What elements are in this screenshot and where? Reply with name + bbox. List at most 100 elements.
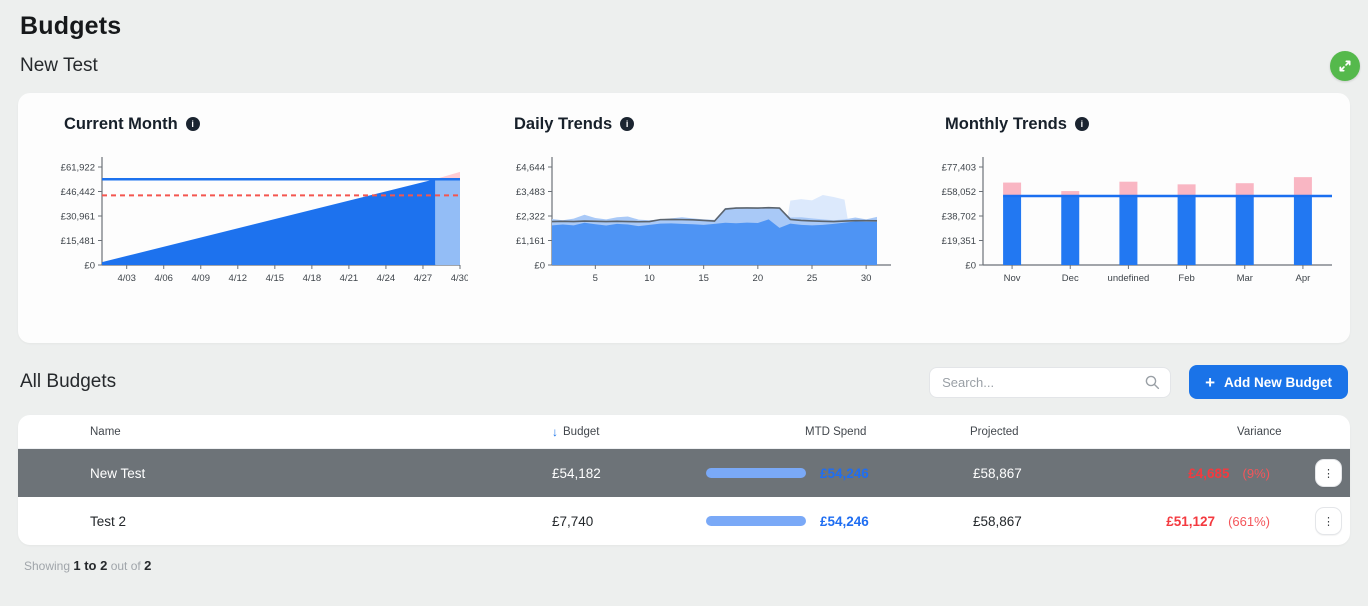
daily-trends-title: Daily Trends [514,114,613,133]
monthly-trends-title: Monthly Trends [945,114,1067,133]
projected-value: £58,867 [973,513,1022,529]
svg-text:£3,483: £3,483 [516,187,545,198]
all-budgets-header: All Budgets + Add New Budget [20,365,1348,399]
footer-total: 2 [144,558,152,573]
search-input[interactable] [929,366,1172,398]
chart-current-month: Current Month i £61,922 £46,442 £30,961 £15… [44,109,468,343]
svg-text:£0: £0 [965,261,976,272]
svg-text:4/12: 4/12 [229,273,248,284]
info-icon[interactable]: i [185,117,200,131]
variance-cell: £4,685 (9%) [1118,466,1276,481]
section-title: New Test [20,55,98,76]
mtd-progress-bar [706,516,806,526]
col-header-variance[interactable]: Variance [1237,425,1282,438]
table-header-row: Name ↓ Budget MTD Spend Projected Varian… [18,415,1350,449]
svg-text:10: 10 [644,273,655,284]
sort-descending-icon: ↓ [552,424,558,439]
svg-text:30: 30 [861,273,872,284]
svg-text:£0: £0 [534,261,545,272]
kebab-icon: ⋮ [1323,515,1334,528]
chart-daily-trends: Daily Trends i £4,644 £3,483 £2,322 £1,161 £… [494,109,899,343]
svg-text:£38,702: £38,702 [942,211,976,222]
mtd-spend-cell: £54,246 [638,466,898,481]
svg-text:4/21: 4/21 [340,273,359,284]
col-header-name[interactable]: Name [90,425,121,438]
svg-text:£19,351: £19,351 [942,236,976,247]
kebab-icon: ⋮ [1323,467,1334,480]
col-header-mtd-spend[interactable]: MTD Spend [805,425,867,438]
svg-text:4/24: 4/24 [377,273,396,284]
variance-percent: (9%) [1242,465,1270,481]
svg-text:20: 20 [753,273,764,284]
table-row[interactable]: New Test £54,182 £54,246 £58,867 £4,685 … [18,449,1350,497]
svg-text:£46,442: £46,442 [61,187,95,198]
svg-text:£15,481: £15,481 [61,236,95,247]
table-row[interactable]: Test 2 £7,740 £54,246 £58,867 £51,127 (6… [18,497,1350,545]
section-header: New Test [20,51,1360,81]
svg-text:£0: £0 [84,261,95,272]
current-month-plot: £61,922 £46,442 £30,961 £15,481 £0 4/03 4/06 4/… [61,157,468,284]
search-box [929,366,1172,398]
col-header-budget-label: Budget [563,425,600,438]
svg-text:4/03: 4/03 [117,273,136,284]
svg-text:4/06: 4/06 [154,273,173,284]
actions-cell: ⋮ [1276,507,1350,535]
svg-text:undefined: undefined [1108,273,1150,284]
all-budgets-title: All Budgets [20,371,117,392]
svg-text:Dec: Dec [1062,273,1079,284]
svg-text:15: 15 [698,273,709,284]
mtd-progress-bar [706,468,806,478]
variance-cell: £51,127 (661%) [1118,514,1276,529]
info-icon[interactable]: i [1074,117,1089,131]
footer-middle: out of [110,559,141,573]
col-header-budget[interactable]: ↓ Budget [468,425,638,439]
svg-text:4/15: 4/15 [266,273,285,284]
svg-text:Nov: Nov [1004,273,1021,284]
row-menu-button[interactable]: ⋮ [1315,507,1342,535]
plus-icon: + [1205,372,1215,392]
svg-text:Feb: Feb [1178,273,1194,284]
variance-percent: (661%) [1228,513,1270,529]
mtd-spend-cell: £54,246 [638,514,898,529]
svg-text:£77,403: £77,403 [942,163,976,174]
mtd-spend-value: £54,246 [820,465,869,481]
budgets-table: Name ↓ Budget MTD Spend Projected Varian… [18,415,1350,545]
monthly-trends-plot: £77,403 £58,052 £38,702 £19,351 £0 Nov Dec unde… [942,157,1332,284]
svg-text:£2,322: £2,322 [516,212,545,223]
daily-trends-plot: £4,644 £3,483 £2,322 £1,161 £0 5 10 15 20 25 30 [516,157,891,284]
svg-text:5: 5 [593,273,598,284]
page-title: Budgets [20,12,122,40]
info-icon[interactable]: i [620,117,635,131]
projected-value: £58,867 [973,465,1022,481]
svg-text:4/30: 4/30 [451,273,468,284]
svg-text:4/09: 4/09 [192,273,211,284]
budget-name: New Test [90,465,146,481]
svg-text:£4,644: £4,644 [516,163,545,174]
add-new-budget-button[interactable]: + Add New Budget [1189,365,1348,399]
svg-text:£61,922: £61,922 [61,163,95,174]
svg-text:4/27: 4/27 [414,273,433,284]
search-icon [1145,375,1160,389]
svg-text:£30,961: £30,961 [61,212,95,223]
charts-card: Current Month i £61,922 £46,442 £30,961 £15… [18,93,1350,343]
variance-amount: £51,127 [1166,513,1216,529]
footer-range: 1 to 2 [73,558,108,573]
budget-name: Test 2 [90,513,127,529]
budget-amount: £54,182 [552,465,601,481]
budgets-page: Budgets New Test Current Month i £61,922… [0,12,1368,606]
row-menu-button[interactable]: ⋮ [1315,459,1342,487]
mtd-spend-value: £54,246 [820,513,869,529]
expand-button[interactable] [1330,51,1360,81]
budget-amount: £7,740 [552,513,594,529]
svg-text:25: 25 [807,273,818,284]
chart-monthly-trends: Monthly Trends i £77,403 £58,052 £38,702 £1… [925,109,1340,343]
actions-cell: ⋮ [1276,459,1350,487]
svg-text:Mar: Mar [1237,273,1253,284]
expand-arrows-icon [1339,60,1351,72]
footer-prefix: Showing [24,559,71,573]
table-footer: Showing 1 to 2 out of 2 [24,558,1368,573]
col-header-projected[interactable]: Projected [970,425,1019,438]
variance-amount: £4,685 [1188,465,1230,481]
svg-text:Apr: Apr [1296,273,1311,284]
add-new-budget-label: Add New Budget [1224,374,1332,390]
